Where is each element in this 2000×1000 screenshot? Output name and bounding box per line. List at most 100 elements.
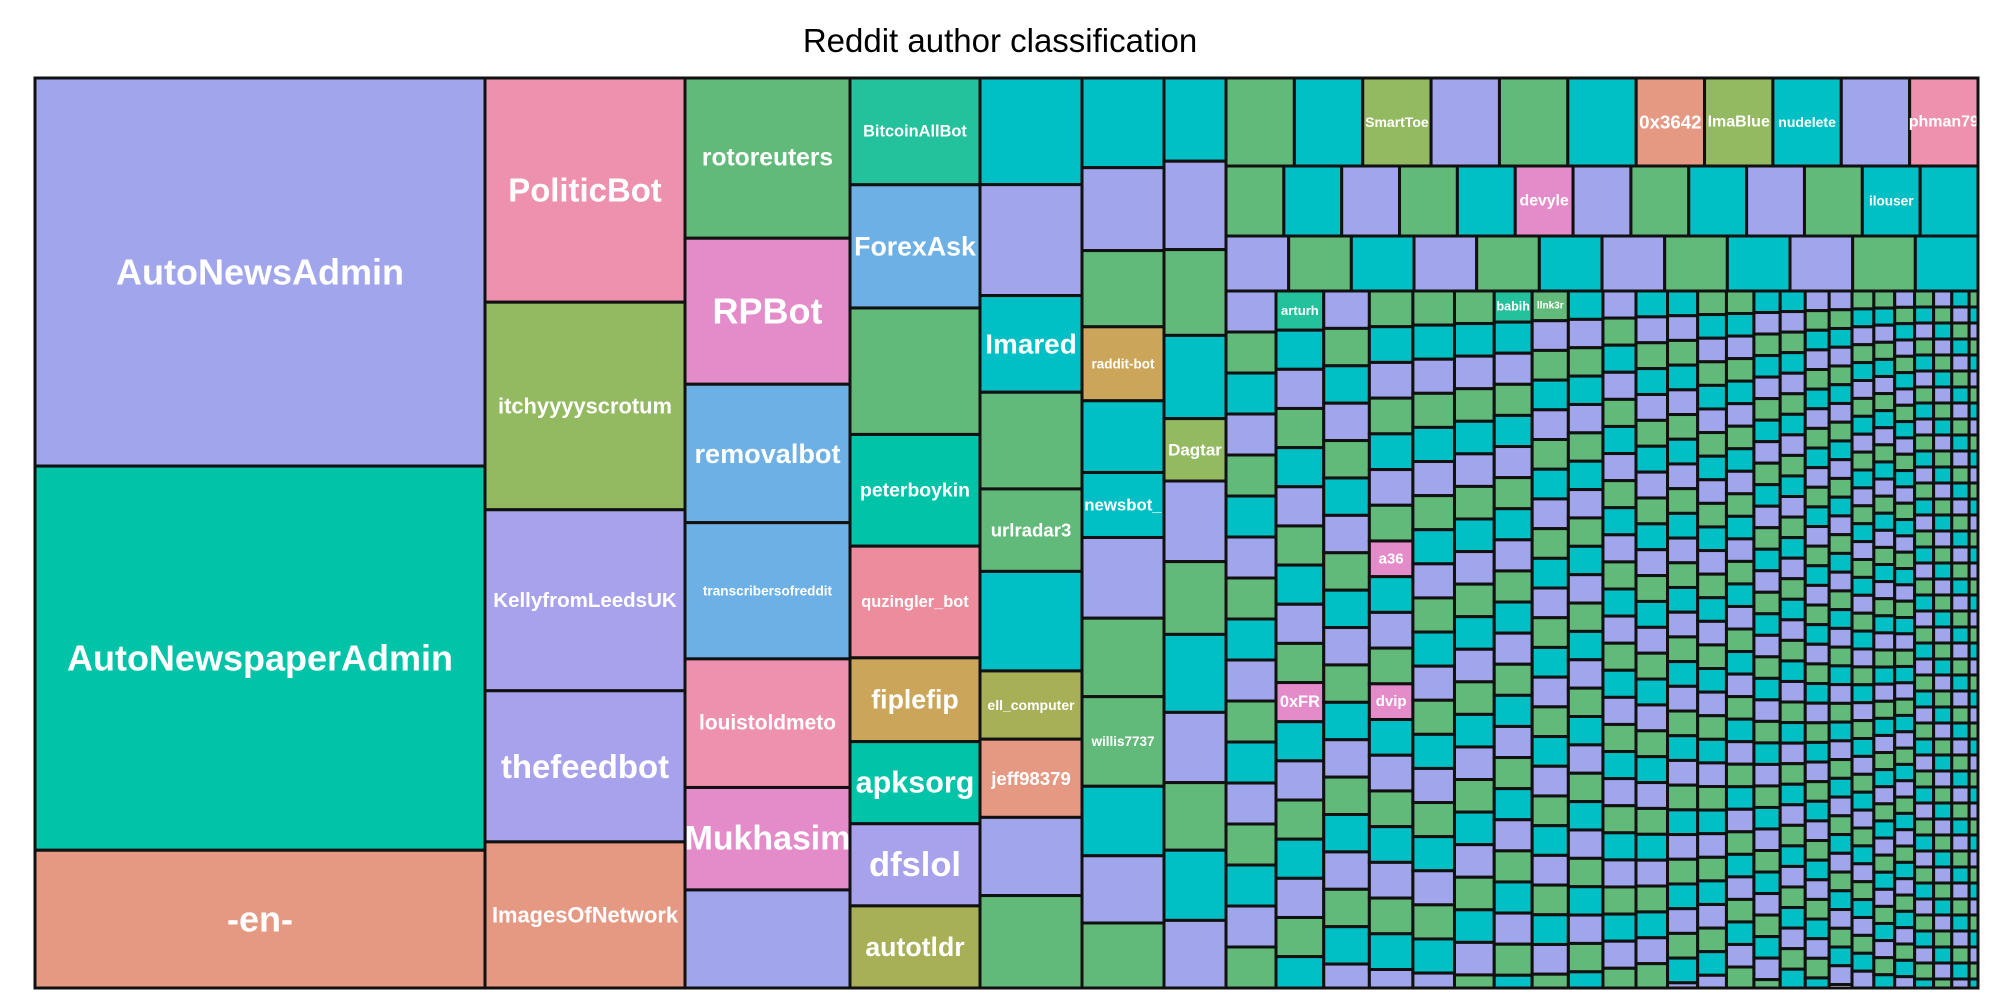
treemap-cell xyxy=(1932,673,1954,693)
treemap-cell xyxy=(1162,333,1228,421)
treemap-cell xyxy=(1872,306,1897,327)
treemap-cell xyxy=(1778,803,1807,827)
treemap-cell xyxy=(1452,973,1496,990)
treemap-cell xyxy=(1872,870,1897,891)
treemap-cell xyxy=(1913,433,1936,453)
treemap-cell xyxy=(1696,950,1728,977)
treemap-cell xyxy=(1452,484,1496,521)
cell-label: SmartToe xyxy=(1365,114,1429,130)
treemap-cell xyxy=(1872,939,1897,960)
cell-label: apksorg xyxy=(856,766,975,800)
treemap-cell xyxy=(1850,522,1876,544)
cell-label: babih xyxy=(1497,300,1530,314)
treemap-cell xyxy=(1913,897,1936,917)
treemap-cell-Mukhasim xyxy=(683,785,852,892)
treemap-cell xyxy=(1492,787,1534,822)
treemap-cell xyxy=(1530,586,1570,620)
treemap-cell xyxy=(1778,392,1807,416)
treemap-cell xyxy=(1224,781,1278,826)
treemap-cell xyxy=(1893,958,1917,979)
treemap-cell xyxy=(1566,800,1605,832)
treemap-cell xyxy=(1872,836,1897,857)
treemap-cell-rotoreuters xyxy=(683,76,852,240)
treemap-cell xyxy=(1778,495,1807,519)
treemap-cell xyxy=(1725,234,1792,293)
treemap-cell xyxy=(1893,697,1917,717)
treemap-cell xyxy=(1778,433,1807,457)
treemap-cell xyxy=(1827,739,1854,762)
treemap-cell xyxy=(1803,760,1831,784)
treemap-cell xyxy=(1778,638,1807,663)
treemap-cell xyxy=(1322,513,1371,555)
treemap-cell xyxy=(1530,527,1570,560)
treemap-cell xyxy=(1224,904,1278,949)
treemap-cell xyxy=(1530,794,1570,828)
treemap-cell xyxy=(1932,641,1954,661)
treemap-cell xyxy=(1601,641,1638,672)
treemap-cell xyxy=(1950,513,1971,533)
cell-label: urlradar3 xyxy=(991,520,1072,541)
cell-label: RPBot xyxy=(713,291,823,332)
treemap-cell xyxy=(1162,159,1228,252)
treemap-cell xyxy=(1778,515,1807,540)
treemap-cell-transcribersofreddit xyxy=(683,521,852,661)
cell-label: rotoreuters xyxy=(702,145,833,172)
treemap-cell-0xFR xyxy=(1274,681,1326,724)
treemap-cell xyxy=(1918,164,1980,238)
treemap-cell xyxy=(1913,497,1936,517)
treemap-cell xyxy=(1752,547,1782,573)
treemap-cell xyxy=(1724,289,1756,316)
treemap-cell xyxy=(1666,808,1700,837)
treemap-cell xyxy=(1601,479,1638,510)
treemap-cell xyxy=(1872,887,1897,908)
cell-label: KellyfromLeedsUK xyxy=(493,589,677,612)
treemap-cell xyxy=(1601,370,1638,401)
treemap-cell xyxy=(1778,823,1807,848)
treemap-cell xyxy=(1913,673,1936,693)
treemap-cell xyxy=(1666,783,1700,812)
treemap-cell xyxy=(1634,367,1670,396)
treemap-cell xyxy=(1492,724,1534,760)
treemap-cell xyxy=(1282,164,1344,238)
treemap-cell xyxy=(1850,611,1876,633)
treemap-cell xyxy=(1666,536,1700,565)
treemap-cell xyxy=(1950,849,1971,869)
treemap-cell xyxy=(1913,929,1936,949)
treemap-cell xyxy=(1893,403,1917,424)
treemap-cell xyxy=(1950,945,1971,965)
treemap-cell xyxy=(1322,738,1371,779)
treemap-cell xyxy=(1566,913,1605,945)
treemap-cell xyxy=(1872,494,1897,515)
treemap-cell xyxy=(1850,915,1876,937)
treemap-cell xyxy=(1452,647,1496,684)
cell-label: fiplefip xyxy=(871,685,958,715)
treemap-cell xyxy=(1872,289,1897,310)
treemap-cell xyxy=(1950,929,1971,949)
treemap-cell xyxy=(1850,325,1876,347)
treemap-cell xyxy=(1893,909,1917,930)
treemap-cell xyxy=(1530,319,1570,352)
treemap-cell xyxy=(1492,569,1534,604)
treemap-cell xyxy=(1872,682,1897,703)
cell-label: ForexAsk xyxy=(854,231,976,261)
treemap-cell xyxy=(1893,354,1917,375)
treemap-cell xyxy=(1827,945,1854,968)
treemap-cell xyxy=(1530,675,1570,709)
treemap-cell xyxy=(1322,850,1371,891)
treemap-cell xyxy=(1872,614,1897,635)
treemap-cell xyxy=(1893,844,1917,864)
treemap-cell xyxy=(1872,426,1897,447)
treemap-cell xyxy=(1932,417,1954,437)
treemap-cell xyxy=(1850,504,1876,526)
cell-label: BitcoinAllBot xyxy=(863,122,967,140)
treemap-cell-quzingler_bot xyxy=(848,544,982,660)
treemap-cell xyxy=(1950,689,1971,709)
treemap-cell xyxy=(1666,413,1700,441)
treemap-cell xyxy=(1340,164,1402,238)
treemap-cell xyxy=(1827,908,1854,930)
treemap-cell xyxy=(978,183,1084,298)
cell-label: jeff98379 xyxy=(990,768,1071,789)
treemap-cell xyxy=(1492,413,1534,449)
treemap-cell xyxy=(1913,849,1936,869)
treemap-cell xyxy=(1950,881,1971,901)
